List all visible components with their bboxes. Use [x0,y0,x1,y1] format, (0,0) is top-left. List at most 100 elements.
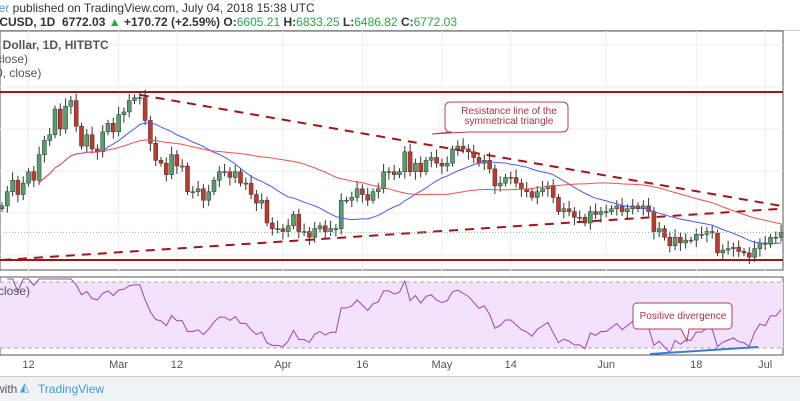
candle-down [667,236,673,247]
candle-down [280,228,286,232]
candle-down [111,123,116,133]
ma-slow-line [38,139,782,225]
candle-down [365,194,370,201]
candle-down [513,177,519,184]
candle-up [5,191,10,207]
candle-up [169,154,174,175]
candle-up [704,231,710,235]
candle-up [217,171,222,181]
candle-up [0,205,5,209]
candle-down [254,194,259,204]
candle-up [354,188,360,198]
candle-up [259,199,264,204]
resistance-callout-text: symmetrical triangle [465,116,554,127]
author-link[interactable]: ger [0,1,10,15]
candle-down [566,208,572,212]
candle-down [360,188,365,195]
candle-up [731,246,736,249]
price-chart[interactable]: 12 Mar 12 Apr 16 May 14 Jun 18 Jul Resistance line… [0,0,800,376]
candle-up [757,242,763,249]
candle-down [741,251,747,254]
candle-up [370,191,376,201]
candle-up [450,148,455,164]
candle-up [699,234,704,236]
candle-up [402,151,408,172]
rsi-line [7,278,782,354]
candle-up [778,232,784,238]
candle-up [232,171,238,178]
divergence-callout-text: Positive divergence [640,311,727,322]
candle-down [73,100,79,127]
candle-up [275,228,280,230]
x-axis-tick-label: Jul [758,359,772,371]
candle-up [503,177,508,184]
candle-up [535,191,540,198]
candle-up [100,131,105,153]
candle-up [243,182,249,185]
candle-down [201,188,206,201]
candle-up [47,134,52,141]
candle-up [285,225,291,232]
candle-up [42,140,47,155]
candle-up [301,231,307,233]
candle-down [391,171,397,175]
candle-down [519,182,524,190]
x-axis-tick-label: Jun [597,359,615,371]
candle-up [683,239,688,244]
candle-down [174,154,180,167]
candle-up [656,228,662,232]
candle-up [63,105,68,130]
candle-down [418,162,423,172]
footer-with: with [0,382,18,396]
divergence-callout [632,302,733,343]
candle-down [164,162,169,175]
candle-down [550,185,556,198]
candle-down [439,162,445,167]
candle-up [752,248,757,258]
candle-down [434,157,439,164]
candle-up [773,236,779,239]
candle-up [132,97,137,101]
high-label: H: [283,15,297,29]
candle-up [497,182,503,187]
candle-up [338,199,344,229]
candle-down [296,214,302,232]
candle-down [89,134,95,150]
candle-down [270,222,275,229]
footer: with ◭ TradingView [0,376,800,401]
tradingview-link[interactable]: TradingView [38,382,105,396]
candle-down [238,171,243,184]
resistance-callout-text: Resistance line of the [461,106,557,117]
candle-down [556,197,561,212]
candle-down [736,246,741,252]
candle-down [466,148,471,153]
candle-down [593,211,598,215]
candle-up [68,100,74,107]
candle-down [31,171,37,181]
candle-up [609,208,614,212]
candle-up [84,134,90,147]
candle-up [413,162,418,172]
x-axis-tick-label: 12 [22,359,34,371]
candle-up [349,197,355,201]
candle-up [344,199,349,202]
candle-down [158,160,164,164]
candle-up [26,171,31,184]
candle-down [79,125,84,147]
divergence-line [649,346,759,355]
candle-down [185,165,190,192]
x-axis-tick-label: 18 [690,359,702,371]
candle-up [540,188,545,192]
x-axis-tick-label: 12 [171,359,183,371]
candle-up [603,211,609,213]
candle-down [492,168,498,187]
candle-down [248,182,254,195]
candle-down [715,232,720,254]
triangle-support-line [1,207,782,261]
candle-down [619,205,625,212]
x-axis-tick-label: Mar [109,359,128,371]
candle-down [153,143,158,161]
candle-up [333,228,339,230]
candle-down [529,191,535,198]
chart-legend: / Dollar, 1D, HITBTC close) 0, close) [0,38,109,80]
